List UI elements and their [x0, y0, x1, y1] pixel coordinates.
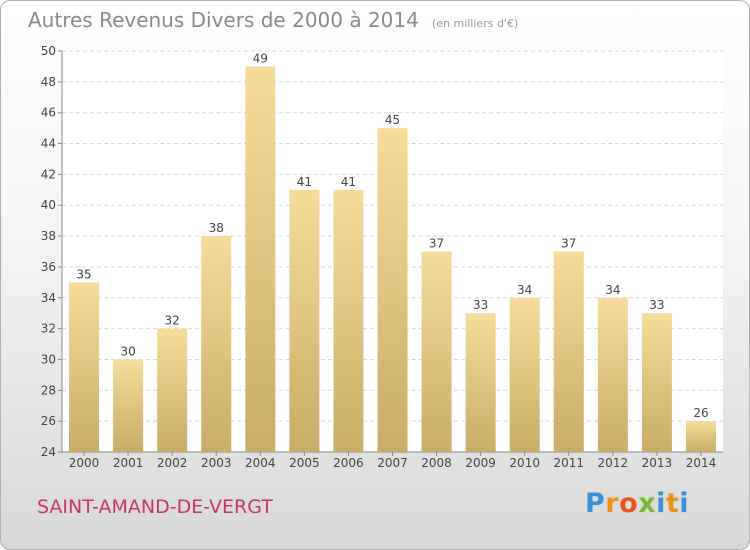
bar: [509, 297, 540, 452]
bar-value-label: 34: [605, 283, 620, 297]
y-tick-label: 36: [41, 260, 56, 274]
logo-letter: x: [638, 488, 657, 519]
y-tick-label: 46: [41, 106, 56, 120]
bar-value-label: 49: [253, 51, 268, 65]
bar-value-label: 35: [76, 267, 91, 281]
x-tick-label: 2011: [553, 456, 584, 470]
bar: [465, 313, 496, 452]
bar-value-label: 45: [385, 113, 400, 127]
x-tick-label: 2014: [686, 456, 717, 470]
y-tick-label: 38: [41, 229, 56, 243]
chart-unit-note: (en milliers d'€): [431, 17, 519, 30]
chart-title-area: Autres Revenus Divers de 2000 à 2014 (en…: [28, 8, 518, 32]
y-tick-label: 28: [41, 383, 56, 397]
x-tick-label: 2007: [377, 456, 408, 470]
bar: [157, 328, 188, 452]
bar-value-label: 37: [429, 237, 444, 251]
bar-value-label: 26: [693, 406, 708, 420]
y-tick-label: 50: [41, 44, 56, 58]
logo-letter: t: [665, 488, 680, 519]
bar: [421, 251, 452, 452]
y-tick-label: 44: [41, 137, 56, 151]
bar: [333, 189, 364, 453]
bar-value-label: 33: [649, 298, 664, 312]
y-tick-label: 26: [41, 414, 56, 428]
bar: [245, 66, 276, 452]
bar: [597, 297, 628, 452]
x-tick-label: 2003: [201, 456, 232, 470]
bar: [685, 421, 716, 452]
bar: [113, 359, 144, 452]
y-tick-label: 40: [41, 198, 56, 212]
x-tick-label: 2004: [245, 456, 276, 470]
bar-value-label: 32: [165, 314, 180, 328]
bar: [201, 236, 232, 452]
bar-value-label: 34: [517, 283, 532, 297]
logo-letter: P: [585, 488, 606, 519]
bar-value-label: 38: [209, 221, 224, 235]
x-tick-label: 2009: [465, 456, 496, 470]
y-tick-label: 42: [41, 167, 56, 181]
bar: [377, 128, 408, 452]
logo-letter: i: [679, 488, 690, 519]
bar-value-label: 41: [297, 175, 312, 189]
x-tick-label: 2012: [598, 456, 629, 470]
bar-value-label: 30: [120, 344, 135, 358]
y-tick-label: 48: [41, 75, 56, 89]
bar: [289, 189, 320, 453]
x-tick-label: 2008: [421, 456, 452, 470]
logo-letter: i: [656, 488, 666, 519]
bar: [69, 282, 100, 452]
x-tick-label: 2013: [642, 456, 673, 470]
bar-value-label: 41: [341, 175, 356, 189]
x-tick-label: 2005: [289, 456, 320, 470]
x-tick-label: 2002: [157, 456, 188, 470]
y-tick-label: 30: [41, 352, 56, 366]
proxiti-logo: Proxiti: [585, 488, 689, 519]
logo-letter: r: [605, 488, 620, 519]
logo-letter: o: [619, 488, 639, 519]
chart-title: Autres Revenus Divers de 2000 à 2014: [28, 8, 419, 32]
bar: [553, 251, 584, 452]
y-tick-label: 32: [41, 322, 56, 336]
x-tick-label: 2010: [509, 456, 540, 470]
x-tick-label: 2006: [333, 456, 364, 470]
commune-name: SAINT-AMAND-DE-VERGT: [37, 496, 273, 518]
bar-value-label: 33: [473, 298, 488, 312]
x-tick-label: 2001: [113, 456, 144, 470]
y-tick-label: 24: [41, 445, 56, 459]
x-tick-label: 2000: [69, 456, 100, 470]
bar: [641, 313, 672, 452]
bar-value-label: 37: [561, 237, 576, 251]
y-tick-label: 34: [41, 291, 56, 305]
